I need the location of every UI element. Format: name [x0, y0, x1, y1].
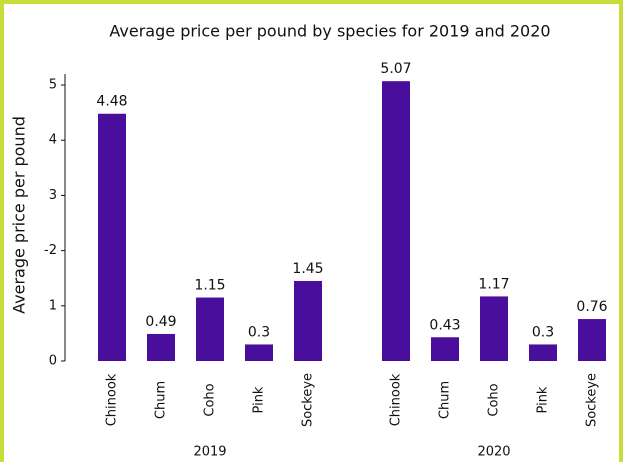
- x-tick-label: Chum: [438, 381, 453, 419]
- x-tick-label: Sockeye: [301, 373, 316, 427]
- bar: [578, 319, 606, 361]
- bar: [480, 296, 508, 361]
- bar: [147, 333, 175, 361]
- bar: [196, 297, 224, 361]
- bar: [529, 344, 557, 361]
- x-tick-label: Coho: [487, 383, 502, 416]
- y-tick-label: 5: [49, 78, 57, 93]
- bar: [98, 113, 126, 361]
- bar: [382, 81, 410, 362]
- value-label: 0.3: [532, 324, 554, 340]
- x-tick-label: Coho: [203, 383, 218, 416]
- x-tick-label: Chum: [154, 381, 169, 419]
- x-tick-label: Pink: [252, 386, 267, 413]
- chart-title: Average price per pound by species for 2…: [109, 22, 550, 41]
- value-label: 1.15: [194, 278, 225, 294]
- y-tick-label: 4: [49, 133, 57, 148]
- x-tick-label: Chinook: [105, 373, 120, 426]
- value-label: 0.43: [429, 317, 460, 333]
- value-label: 5.07: [380, 61, 411, 77]
- y-tick-label: 1: [49, 298, 57, 313]
- y-tick-label: -2: [44, 243, 57, 258]
- group-label: 2019: [193, 445, 226, 460]
- bar: [245, 344, 273, 361]
- y-tick-label: 3: [49, 188, 57, 203]
- bar: [294, 280, 322, 361]
- x-tick-label: Sockeye: [585, 373, 600, 427]
- y-axis-title: Average price per pound: [10, 116, 29, 314]
- bar: [431, 337, 459, 361]
- value-label: 1.17: [478, 276, 509, 292]
- value-label: 1.45: [292, 261, 323, 277]
- y-tick-label: 0: [49, 354, 57, 369]
- value-label: 0.3: [248, 324, 270, 340]
- value-label: 4.48: [96, 94, 127, 110]
- value-label: 0.76: [576, 299, 607, 315]
- x-tick-label: Pink: [536, 386, 551, 413]
- x-tick-label: Chinook: [389, 373, 404, 426]
- group-label: 2020: [477, 445, 510, 460]
- value-label: 0.49: [145, 314, 176, 330]
